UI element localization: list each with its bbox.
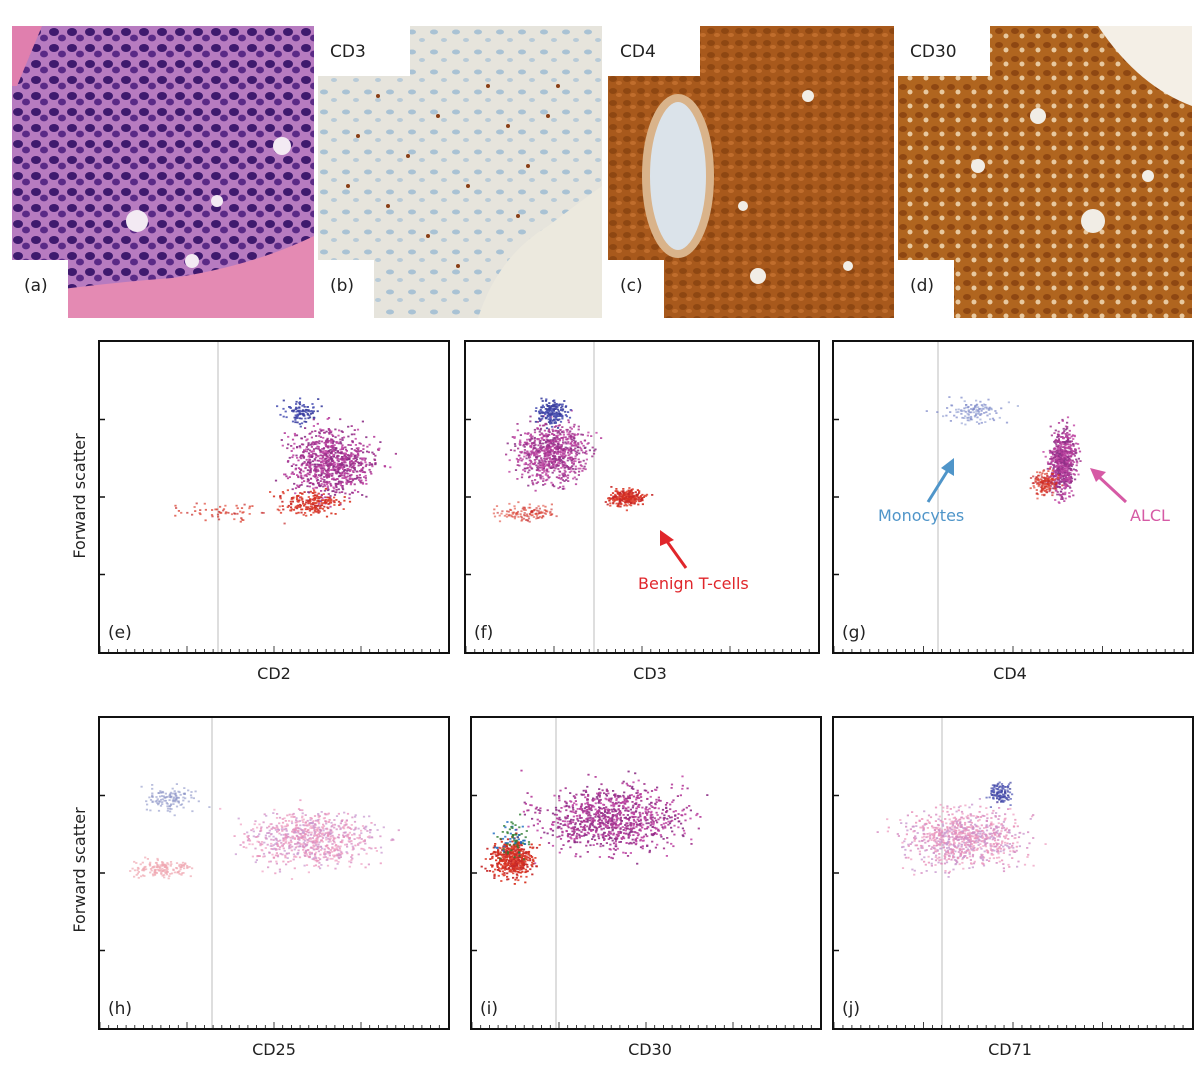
flow-plot-e: (e) — [98, 340, 450, 654]
scatter-plot — [100, 342, 440, 652]
flow-plot-g: (g) — [832, 340, 1194, 654]
histology-panel-d: CD30 (d) — [898, 26, 1192, 318]
panel-marker-label: CD4 — [608, 26, 700, 76]
plot-letter: (e) — [108, 623, 132, 643]
plot-letter: (j) — [842, 999, 860, 1019]
histology-panel-a: (a) — [12, 26, 314, 318]
panel-letter: (b) — [318, 260, 374, 318]
panel-marker-label: CD30 — [898, 26, 990, 76]
scatter-plot — [466, 342, 810, 652]
scatter-plot — [100, 718, 440, 1028]
histology-panel-b: CD3 (b) — [318, 26, 602, 318]
x-axis-label: CD30 — [628, 1040, 672, 1059]
flow-plot-h: (h) — [98, 716, 450, 1030]
panel-letter: (a) — [12, 260, 68, 318]
histology-panel-c: CD4 (c) — [608, 26, 894, 318]
panel-letter: (d) — [898, 260, 954, 318]
flow-plot-j: (j) — [832, 716, 1194, 1030]
y-axis-label: Forward scatter — [70, 433, 89, 559]
x-axis-label: CD71 — [988, 1040, 1032, 1059]
flow-plot-i: (i) — [470, 716, 822, 1030]
x-axis-label: CD3 — [633, 664, 667, 683]
plot-letter: (g) — [842, 623, 867, 643]
alcl-label: ALCL — [1130, 506, 1170, 525]
x-axis-label: CD4 — [993, 664, 1027, 683]
plot-letter: (h) — [108, 999, 133, 1019]
plot-letter: (i) — [480, 999, 498, 1019]
benign-t-cells-label: Benign T-cells — [638, 574, 749, 593]
x-axis-label: CD2 — [257, 664, 291, 683]
panel-letter: (c) — [608, 260, 664, 318]
scatter-plot — [834, 718, 1184, 1028]
y-axis-label: Forward scatter — [70, 807, 89, 933]
scatter-plot — [472, 718, 812, 1028]
panel-marker-label: CD3 — [318, 26, 410, 76]
flow-plot-f: (f) — [464, 340, 820, 654]
x-axis-label: CD25 — [252, 1040, 296, 1059]
monocytes-label: Monocytes — [878, 506, 965, 525]
scatter-plot — [834, 342, 1184, 652]
plot-letter: (f) — [474, 623, 494, 643]
